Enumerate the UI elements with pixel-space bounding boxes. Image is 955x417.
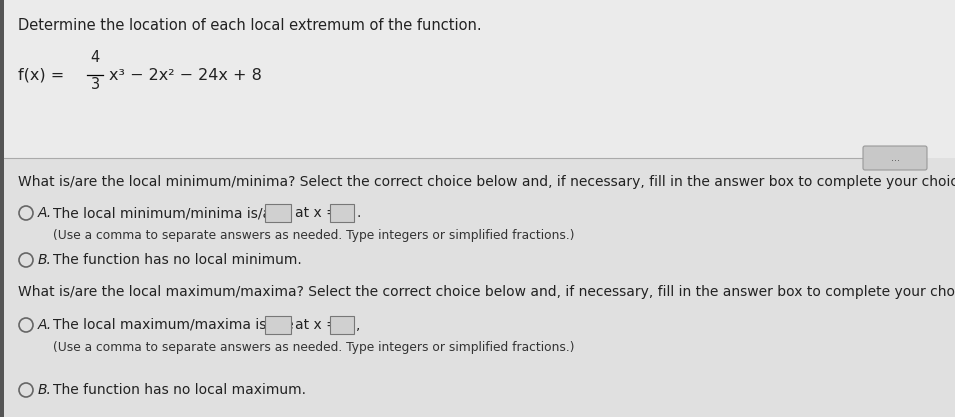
- Text: B.: B.: [38, 383, 52, 397]
- Text: .: .: [356, 206, 360, 220]
- Bar: [0, 158, 955, 417]
- Bar: [265, 204, 291, 222]
- Bar: [330, 316, 354, 334]
- Text: at x =: at x =: [295, 318, 338, 332]
- Text: A.: A.: [38, 206, 53, 220]
- Text: What is/are the local minimum/minima? Select the correct choice below and, if ne: What is/are the local minimum/minima? Se…: [18, 175, 955, 189]
- Text: x³ − 2x² − 24x + 8: x³ − 2x² − 24x + 8: [109, 68, 262, 83]
- Text: f(x) =: f(x) =: [18, 68, 64, 83]
- Bar: [0, 0, 955, 158]
- Text: The local maximum/maxima is/are: The local maximum/maxima is/are: [53, 318, 293, 332]
- Text: 4: 4: [91, 50, 99, 65]
- Text: Determine the location of each local extremum of the function.: Determine the location of each local ext…: [18, 18, 481, 33]
- Text: The function has no local minimum.: The function has no local minimum.: [53, 253, 302, 267]
- Text: B.: B.: [38, 253, 52, 267]
- Bar: [265, 316, 291, 334]
- Text: at x =: at x =: [295, 206, 338, 220]
- Bar: [0, 0, 4, 417]
- Bar: [330, 204, 354, 222]
- Text: (Use a comma to separate answers as needed. Type integers or simplified fraction: (Use a comma to separate answers as need…: [53, 341, 575, 354]
- Text: The local minimum/minima is/are: The local minimum/minima is/are: [53, 206, 286, 220]
- Text: The function has no local maximum.: The function has no local maximum.: [53, 383, 306, 397]
- Text: What is/are the local maximum/maxima? Select the correct choice below and, if ne: What is/are the local maximum/maxima? Se…: [18, 285, 955, 299]
- Text: ,: ,: [356, 318, 360, 332]
- FancyBboxPatch shape: [863, 146, 927, 170]
- Text: ...: ...: [890, 153, 900, 163]
- Text: (Use a comma to separate answers as needed. Type integers or simplified fraction: (Use a comma to separate answers as need…: [53, 229, 575, 242]
- Text: 3: 3: [91, 77, 99, 92]
- Text: A.: A.: [38, 318, 53, 332]
